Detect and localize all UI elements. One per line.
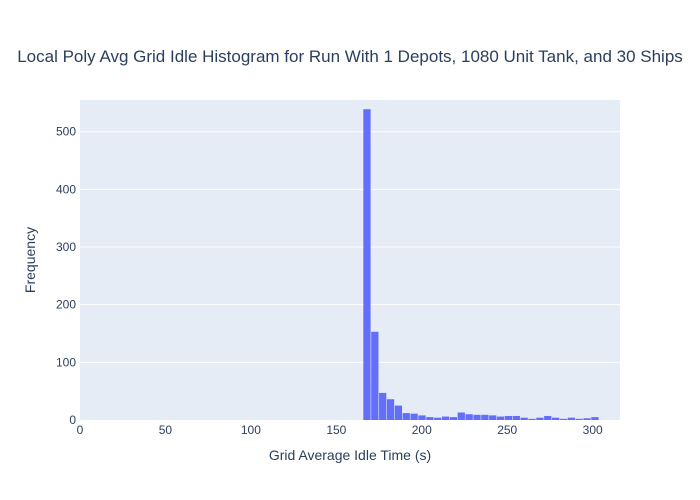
histogram-bar — [394, 405, 403, 420]
x-tick-label: 250 — [497, 423, 517, 437]
chart-title: Local Poly Avg Grid Idle Histogram for R… — [17, 47, 683, 66]
histogram-bar — [481, 414, 489, 420]
histogram-bar — [434, 417, 442, 420]
x-tick-label: 300 — [583, 423, 603, 437]
x-tick-label: 50 — [159, 423, 173, 437]
histogram-bar — [496, 416, 505, 420]
histogram-bar — [441, 416, 450, 420]
bars — [363, 109, 599, 421]
y-tick-label: 100 — [56, 355, 76, 369]
x-tick-label: 100 — [241, 423, 261, 437]
histogram-bar — [528, 418, 536, 420]
histogram-bar — [520, 417, 528, 420]
histogram-bar — [410, 413, 418, 420]
y-axis-title: Frequency — [22, 227, 38, 293]
y-tick-label: 400 — [56, 182, 76, 196]
y-tick-label: 300 — [56, 240, 76, 254]
y-tick-label: 200 — [56, 298, 76, 312]
histogram-bar — [386, 399, 395, 420]
histogram-bar — [567, 417, 575, 420]
histogram-bar — [418, 415, 426, 420]
histogram-bar — [449, 417, 458, 420]
histogram-bar — [379, 392, 387, 420]
histogram-bar — [489, 415, 497, 420]
x-axis-ticks: 0 50 100 150 200 250 300 — [77, 423, 603, 437]
y-axis-ticks: 0 100 200 300 400 500 — [56, 125, 76, 427]
histogram-bar — [575, 418, 583, 420]
histogram-bar — [504, 415, 513, 420]
gridlines — [80, 131, 620, 363]
x-tick-label: 200 — [412, 423, 432, 437]
histogram-bar — [426, 417, 434, 420]
histogram-bar — [465, 414, 473, 420]
histogram-bar — [363, 109, 371, 421]
plot-background — [80, 100, 620, 420]
histogram-bar — [402, 413, 410, 420]
histogram-bar — [551, 417, 560, 420]
histogram-bar — [559, 418, 568, 420]
x-tick-label: 0 — [77, 423, 84, 437]
histogram-bar — [473, 414, 481, 420]
histogram-bar — [371, 331, 379, 420]
histogram-bar — [583, 418, 591, 420]
y-tick-label: 0 — [69, 413, 76, 427]
histogram-bar — [536, 417, 544, 420]
x-tick-label: 150 — [326, 423, 346, 437]
histogram-bar — [457, 412, 465, 420]
histogram-bar — [512, 415, 520, 420]
histogram-bar — [591, 417, 599, 420]
y-tick-label: 500 — [56, 125, 76, 139]
histogram-bar — [544, 415, 552, 420]
x-axis-title: Grid Average Idle Time (s) — [269, 447, 431, 463]
